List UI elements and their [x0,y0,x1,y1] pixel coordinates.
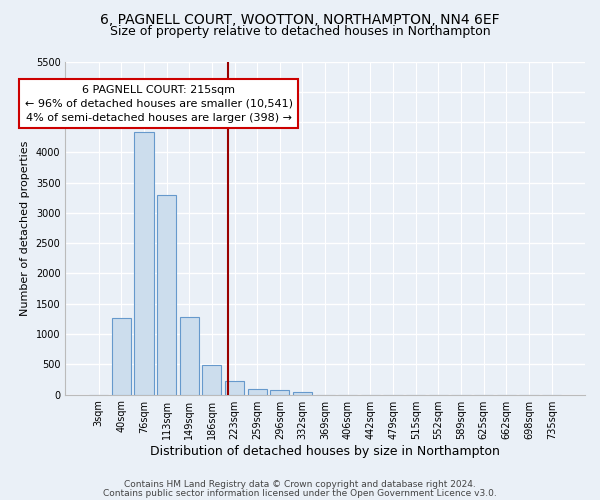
Bar [179,317,199,394]
Text: Contains public sector information licensed under the Open Government Licence v3: Contains public sector information licen… [103,489,497,498]
Bar [157,194,176,394]
Text: 6, PAGNELL COURT, WOOTTON, NORTHAMPTON, NN4 6EF: 6, PAGNELL COURT, WOOTTON, NORTHAMPTON, … [100,12,500,26]
Bar [112,318,131,394]
Bar [134,132,154,394]
Text: Contains HM Land Registry data © Crown copyright and database right 2024.: Contains HM Land Registry data © Crown c… [124,480,476,489]
X-axis label: Distribution of detached houses by size in Northampton: Distribution of detached houses by size … [150,444,500,458]
Bar [248,389,267,394]
Text: Size of property relative to detached houses in Northampton: Size of property relative to detached ho… [110,25,490,38]
Bar [293,392,312,394]
Text: 6 PAGNELL COURT: 215sqm
← 96% of detached houses are smaller (10,541)
4% of semi: 6 PAGNELL COURT: 215sqm ← 96% of detache… [25,85,293,123]
Bar [270,390,289,394]
Y-axis label: Number of detached properties: Number of detached properties [20,140,30,316]
Bar [202,365,221,394]
Bar [225,382,244,394]
